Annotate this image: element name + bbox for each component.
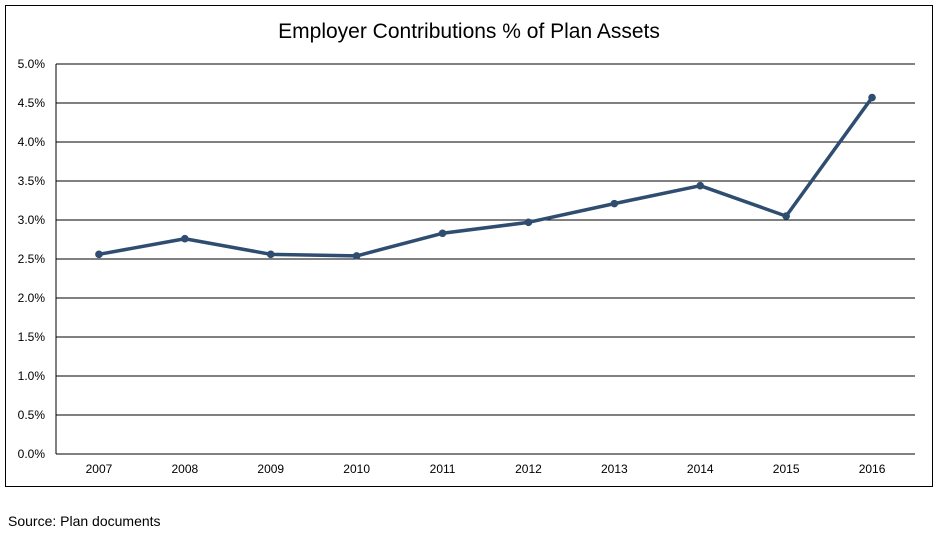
data-point [610,199,619,208]
chart-title: Employer Contributions % of Plan Assets [278,20,660,43]
x-tick-label: 2008 [171,462,198,476]
x-tick-label: 2016 [859,462,886,476]
x-tick-label: 2009 [257,462,284,476]
data-point [524,218,533,227]
data-point [95,250,103,259]
data-point [438,229,447,238]
y-tick-label: 3.0% [18,213,46,227]
x-tick-label: 2007 [86,462,113,476]
x-tick-label: 2011 [430,462,456,476]
x-axis-ticks: 2007 2008 2009 2010 2011 2012 2013 2014 2015 2016 [86,462,886,476]
source-note: Source: Plan documents [8,513,161,529]
x-tick-label: 2012 [515,462,542,476]
data-point [868,93,876,102]
y-tick-label: 4.0% [18,135,46,149]
y-tick-label: 2.0% [18,291,46,305]
data-point [352,252,361,260]
y-tick-label: 3.5% [18,174,46,188]
y-tick-label: 0.5% [18,408,46,422]
gridlines [55,63,915,455]
x-tick-label: 2015 [773,462,800,476]
x-tick-label: 2010 [343,462,370,476]
y-axis-ticks: 0.0% 0.5% 1.0% 1.5% 2.0% 2.5% 3.0% 3.5% 4.0% 4.5%… [18,57,46,461]
x-tick-label: 2013 [601,462,628,476]
y-tick-label: 1.5% [18,330,46,344]
series-line [97,95,874,258]
y-tick-label: 4.5% [18,96,46,110]
data-point [181,234,189,243]
chart-frame [5,5,933,487]
data-point [782,212,790,220]
data-point [266,250,275,259]
y-tick-label: 1.0% [18,369,46,383]
series-layer [95,93,876,260]
y-tick-label: 0.0% [18,447,46,461]
y-tick-label: 5.0% [18,57,46,71]
x-tick-label: 2014 [687,462,714,476]
y-tick-label: 2.5% [18,252,46,266]
data-point [696,181,705,190]
